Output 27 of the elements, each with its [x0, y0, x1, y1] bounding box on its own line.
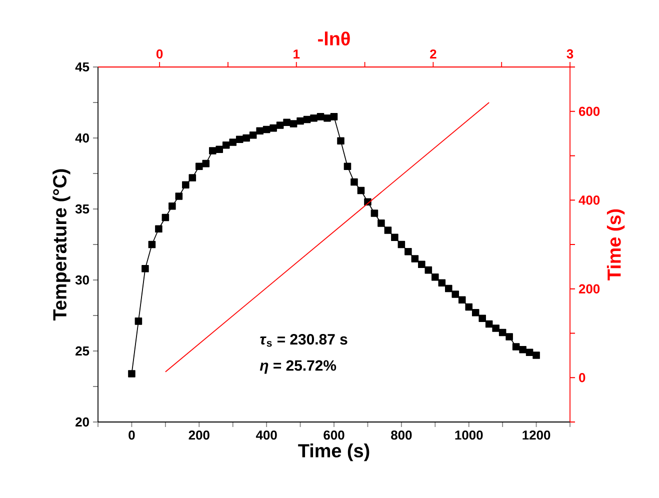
- x2-tick-label: 3: [566, 49, 574, 58]
- y-axis-title: Temperature (°C): [52, 169, 70, 320]
- y-tick-label: 35: [75, 204, 90, 214]
- x-tick-label: 600: [324, 430, 344, 440]
- x-axis-title: Time (s): [298, 444, 370, 462]
- y-tick-label: 30: [75, 275, 89, 285]
- y2-tick-label: 200: [578, 284, 600, 294]
- y2-tick-label: 600: [578, 106, 600, 116]
- x-tick-label: 800: [391, 430, 412, 440]
- y-tick-label: 45: [75, 62, 90, 72]
- annotation: τ$_{s}$ = 230.87 s: [260, 334, 348, 347]
- y-tick-label: 40: [75, 133, 89, 143]
- y-tick-label: 25: [76, 346, 90, 356]
- x-tick-label: 200: [188, 430, 210, 440]
- x-tick-label: 400: [256, 430, 277, 440]
- x2-tick-label: 2: [430, 49, 436, 58]
- y-tick-label: 20: [76, 417, 89, 427]
- x-tick-label: 1000: [455, 430, 483, 440]
- y2-tick-label: 400: [578, 196, 600, 205]
- y2-axis-title: Time (s): [606, 209, 625, 280]
- x2-tick-label: 0: [156, 49, 163, 58]
- annotation: η = 25.72%: [260, 360, 336, 374]
- x2-axis-title: -lnθ: [318, 32, 350, 46]
- x-tick-label: 0: [128, 430, 135, 440]
- x-tick-label: 1200: [522, 430, 550, 440]
- y2-tick-label: 0: [579, 373, 586, 382]
- x2-tick-label: 1: [294, 50, 300, 58]
